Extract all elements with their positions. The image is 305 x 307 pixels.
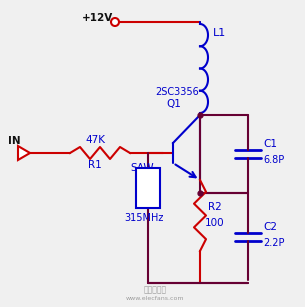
Text: 2.2P: 2.2P <box>263 238 285 247</box>
Circle shape <box>111 18 119 26</box>
Text: +12V: +12V <box>82 13 113 23</box>
Text: SAW: SAW <box>130 163 154 173</box>
Text: www.elecfans.com: www.elecfans.com <box>126 296 184 301</box>
Bar <box>136 168 160 208</box>
Text: 100: 100 <box>205 217 224 227</box>
Text: 6.8P: 6.8P <box>263 155 284 165</box>
Text: 2SC3356: 2SC3356 <box>155 87 199 97</box>
Polygon shape <box>18 146 30 160</box>
Text: L1: L1 <box>213 28 226 38</box>
Text: 电子发烧友: 电子发烧友 <box>143 285 167 294</box>
Text: Q1: Q1 <box>166 99 181 109</box>
Text: IN: IN <box>8 136 21 146</box>
Text: 315MHz: 315MHz <box>124 213 163 223</box>
Text: R2: R2 <box>208 203 222 212</box>
Text: R1: R1 <box>88 160 102 170</box>
Text: C1: C1 <box>263 139 277 149</box>
Text: C2: C2 <box>263 221 277 231</box>
Text: 47K: 47K <box>85 135 105 145</box>
